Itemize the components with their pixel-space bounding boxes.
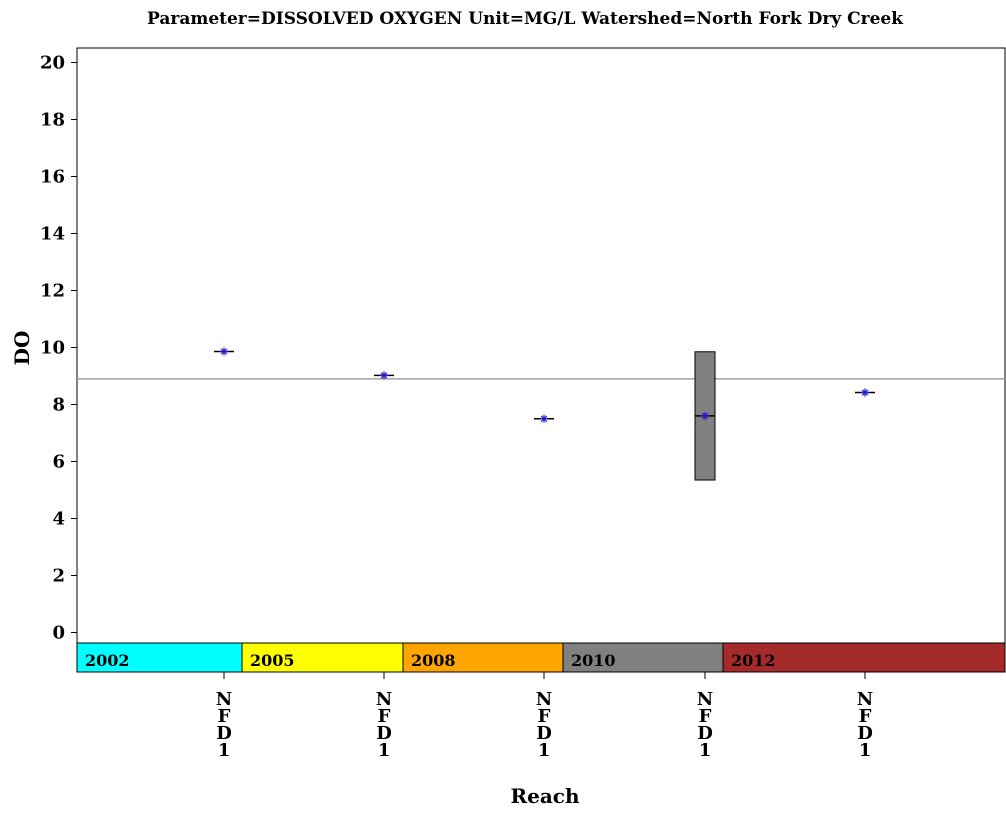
y-tick-label: 16 [40,167,65,188]
x-category-char: D [376,723,392,744]
x-category-char: 1 [859,740,872,761]
plot-frame [76,47,1006,673]
x-category-char: N [857,689,873,710]
x-category-char: 1 [378,740,391,761]
y-tick-label: 14 [40,224,65,245]
year-band [562,642,724,673]
x-category-char: D [697,723,713,744]
mean-marker [701,411,709,420]
x-axis-label: Reach [510,784,579,808]
x-category-char: N [536,689,552,710]
y-tick-label: 4 [52,509,65,530]
y-tick-label: 2 [52,566,65,587]
year-band-label: 2010 [571,651,616,670]
mean-marker [380,371,388,380]
year-band-label: 2005 [250,651,295,670]
year-band [722,642,1006,673]
x-category-char: F [538,706,551,727]
mean-marker [220,347,228,356]
y-tick-label: 0 [52,623,65,644]
mean-marker [861,388,869,397]
x-category-char: F [378,706,391,727]
y-tick-label: 12 [40,281,65,302]
year-band [241,642,404,673]
mean-marker-stroke [380,372,388,379]
x-category-char: D [536,723,552,744]
x-category-char: F [859,706,872,727]
mean-marker-stroke [220,348,228,355]
y-tick-label: 10 [40,338,65,359]
y-tick-label: 6 [52,452,65,473]
x-category-char: D [216,723,232,744]
x-category-char: F [699,706,712,727]
year-band-label: 2002 [85,651,130,670]
x-category-char: N [697,689,713,710]
x-category-char: D [857,723,873,744]
y-tick-label: 8 [52,395,65,416]
y-axis-label: DO [10,331,34,366]
x-category-char: N [216,689,232,710]
y-tick-label: 18 [40,110,65,131]
mean-marker [540,414,548,423]
mean-marker-stroke [540,415,548,423]
year-band-label: 2012 [731,651,776,670]
chart-title: Parameter=DISSOLVED OXYGEN Unit=MG/L Wat… [147,9,904,29]
mean-marker-stroke [701,412,709,420]
y-tick-label: 20 [40,53,65,74]
x-category-char: 1 [218,740,231,761]
x-category-char: 1 [538,740,551,761]
x-category-char: F [218,706,231,727]
year-band-label: 2008 [411,651,456,670]
x-category-char: N [376,689,392,710]
mean-marker-stroke [861,389,869,396]
x-category-char: 1 [699,740,712,761]
year-band [76,642,243,673]
